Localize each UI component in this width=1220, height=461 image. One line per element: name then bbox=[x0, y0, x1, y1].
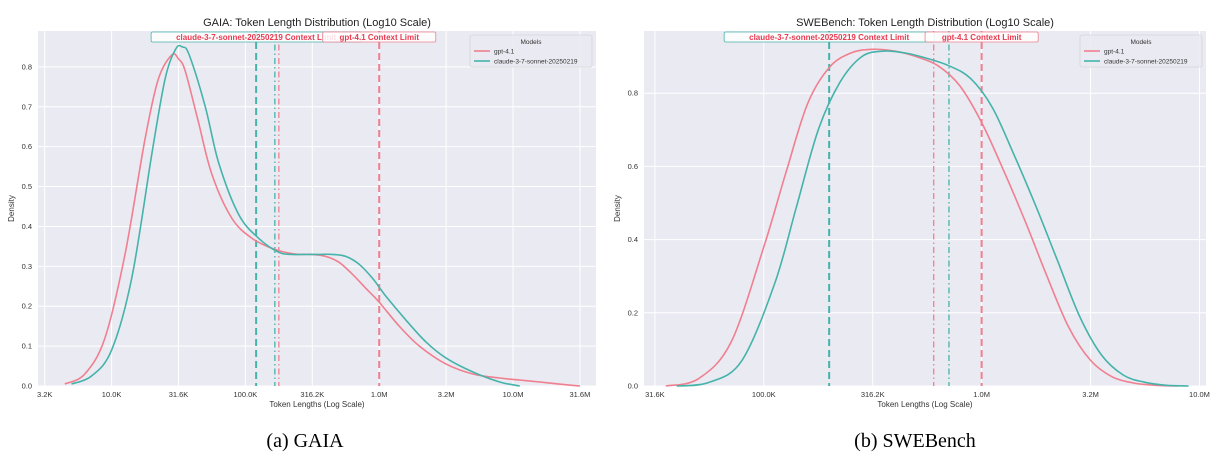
plot-area bbox=[644, 31, 1206, 386]
x-tick-label: 100.0K bbox=[234, 390, 258, 399]
y-tick-label: 0.1 bbox=[22, 342, 32, 351]
x-tick-label: 316.2K bbox=[300, 390, 324, 399]
y-tick-label: 0.2 bbox=[628, 308, 638, 317]
x-tick-label: 316.2K bbox=[861, 390, 885, 399]
caption-swebench: (b) SWEBench bbox=[854, 430, 976, 452]
chart-title: SWEBench: Token Length Distribution (Log… bbox=[796, 17, 1054, 29]
y-tick-label: 0.8 bbox=[22, 62, 32, 71]
y-tick-label: 0.6 bbox=[628, 162, 638, 171]
gpt-limit-label: gpt-4.1 Context Limit bbox=[339, 33, 419, 42]
y-tick-label: 0.4 bbox=[628, 235, 638, 244]
gpt-limit-label-box bbox=[924, 31, 1039, 43]
legend-label: claude-3-7-sonnet-20250219 bbox=[1104, 59, 1188, 66]
y-axis-label: Density bbox=[7, 195, 16, 222]
x-tick-label: 3.2M bbox=[1082, 390, 1099, 399]
gpt-limit-label: gpt-4.1 Context Limit bbox=[942, 33, 1022, 42]
y-tick-label: 0.0 bbox=[22, 382, 32, 391]
legend-label: gpt-4.1 bbox=[1104, 49, 1125, 56]
x-tick-label: 10.0M bbox=[1189, 390, 1210, 399]
gpt-limit-label-box bbox=[322, 31, 437, 43]
x-tick-label: 10.0K bbox=[102, 390, 122, 399]
x-tick-label: 1.0M bbox=[371, 390, 388, 399]
y-tick-label: 0.8 bbox=[628, 89, 638, 98]
plot-area bbox=[38, 31, 596, 386]
y-tick-label: 0.6 bbox=[22, 142, 32, 151]
x-tick-label: 1.0M bbox=[973, 390, 990, 399]
gaia-chart: 0.0 0.1 0.2 0.3 0.4 0.5 0.6 0.7 0.8 3.2K 10.0K 31.6… bbox=[7, 17, 596, 409]
legend-title: Models bbox=[1131, 39, 1153, 46]
swebench-chart: 0.0 0.2 0.4 0.6 0.8 31.6K 100.0K 316.2K 1.0M 3.2M… bbox=[613, 17, 1210, 409]
x-tick-label: 31.6K bbox=[169, 390, 189, 399]
caption-gaia: (a) GAIA bbox=[266, 430, 344, 452]
x-axis-label: Token Lengths (Log Scale) bbox=[269, 400, 365, 409]
legend-title: Models bbox=[521, 39, 543, 46]
density-curve-claude bbox=[71, 44, 520, 387]
x-tick-label: 31.6M bbox=[570, 390, 591, 399]
x-tick-label: 10.0M bbox=[503, 390, 524, 399]
legend-box bbox=[469, 34, 593, 68]
x-tick-label: 100.0K bbox=[752, 390, 776, 399]
density-curve-claude bbox=[676, 50, 1189, 387]
x-tick-label: 3.2K bbox=[37, 390, 52, 399]
y-axis-label: Density bbox=[613, 195, 622, 222]
x-axis-label: Token Lengths (Log Scale) bbox=[877, 400, 973, 409]
chart-title: GAIA: Token Length Distribution (Log10 S… bbox=[203, 17, 431, 29]
x-tick-label: 31.6K bbox=[645, 390, 665, 399]
x-tick-label: 3.2M bbox=[438, 390, 455, 399]
legend-label: gpt-4.1 bbox=[494, 49, 515, 56]
y-tick-label: 0.2 bbox=[22, 302, 32, 311]
y-tick-label: 0.7 bbox=[22, 102, 32, 111]
y-tick-label: 0.5 bbox=[22, 182, 32, 191]
legend-label: claude-3-7-sonnet-20250219 bbox=[494, 59, 578, 66]
y-tick-label: 0.3 bbox=[22, 262, 32, 271]
density-curve-gpt bbox=[665, 48, 1178, 387]
y-tick-label: 0.0 bbox=[628, 382, 638, 391]
legend-box bbox=[1079, 34, 1203, 68]
claude-limit-label: claude-3-7-sonnet-20250219 Context Limit bbox=[176, 33, 336, 42]
y-tick-label: 0.4 bbox=[22, 222, 32, 231]
claude-limit-label: claude-3-7-sonnet-20250219 Context Limit bbox=[749, 33, 909, 42]
